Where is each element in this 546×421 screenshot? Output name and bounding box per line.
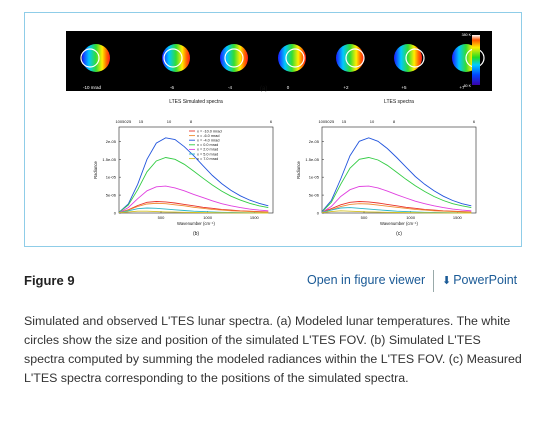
x-tick-label: 1000 <box>406 215 416 220</box>
colorbar <box>472 35 480 85</box>
panel-label: (b) <box>193 231 199 237</box>
moon-disk-fill <box>278 44 306 72</box>
download-icon: ⬇ <box>442 275 452 287</box>
y-tick-label: 1.5e-05 <box>102 157 116 162</box>
fov-circle <box>285 48 305 68</box>
x-axis-label: Wavenumber (cm⁻¹) <box>380 221 418 226</box>
x-tick-label: 1500 <box>250 215 260 220</box>
chart-title: LTES Simulated spectra <box>169 99 223 105</box>
y-tick-label: 2e-05 <box>106 139 117 144</box>
colorbar-top-label: 380 K <box>462 33 472 37</box>
moon-disk <box>80 44 110 72</box>
colorbar-bottom-label: 80 K <box>464 84 472 88</box>
legend-entry: x = -10.0 mrad <box>197 129 222 133</box>
moon-offset-label: +5 <box>401 85 407 90</box>
moon-disk <box>336 44 365 72</box>
figure-caption: Simulated and observed L'TES lunar spect… <box>24 314 522 385</box>
y-axis-label: Radiance <box>296 160 301 178</box>
fov-circle <box>405 48 425 68</box>
panel-label-a: (a) <box>260 86 268 92</box>
moon-offset-label: 0 <box>287 85 290 90</box>
fov-circle <box>163 48 183 68</box>
series-line <box>321 201 472 213</box>
x-tick-label: 500 <box>361 215 368 220</box>
top-axis-tick-label: 10 <box>167 119 172 124</box>
powerpoint-download-link[interactable]: ⬇ PowerPoint <box>442 273 517 287</box>
series-line <box>321 137 472 212</box>
series-line <box>118 210 269 214</box>
moon-disk-fill <box>220 44 248 72</box>
legend-entry: x = -6.0 mrad <box>197 134 219 138</box>
fov-circle <box>224 48 244 68</box>
moon-offset-label: -6 <box>170 85 174 90</box>
top-axis-tick-label: 8 <box>190 119 193 124</box>
x-axis-label: Wavenumber (cm⁻¹) <box>177 221 215 226</box>
series-line <box>118 202 269 214</box>
moon-offset-label: -10 mrad <box>83 85 102 90</box>
moon-disk-fill <box>82 44 110 72</box>
series-line <box>321 185 472 213</box>
legend-entry: x = 2.0 mrad <box>197 148 218 152</box>
moon-disk <box>220 44 248 72</box>
figure-title: Figure 9 <box>24 273 75 288</box>
figure-image[interactable]: -10 mrad -6 -4 0 +2 +5 +7 380 K 80 K (a) LTES … <box>24 12 522 247</box>
top-axis-tick-label: 8 <box>393 119 396 124</box>
moon-disk-fill <box>336 44 364 72</box>
series-line <box>118 157 269 213</box>
top-axis-tick-label: 10050 <box>115 119 127 124</box>
legend-entry: x = 0.0 mrad <box>197 143 218 147</box>
legend-entry: x = 7.0 mrad <box>197 157 218 161</box>
legend-entry: x = -4.0 mrad <box>197 139 219 143</box>
moon-disk <box>394 44 425 72</box>
top-axis-tick-label: 6 <box>270 119 273 124</box>
series-line <box>118 185 269 213</box>
moon-disk <box>278 44 306 72</box>
y-tick-label: 1e-05 <box>309 175 320 180</box>
moon-offset-label: +7 <box>459 85 465 90</box>
y-axis-label: Radiance <box>93 160 98 178</box>
y-tick-label: 5e-06 <box>106 193 117 198</box>
top-axis-tick-label: 25 <box>330 119 335 124</box>
lunar-temperature-strip: -10 mrad -6 -4 0 +2 +5 +7 380 K 80 K <box>66 31 492 91</box>
x-tick-label: 500 <box>158 215 165 220</box>
figure-footer: Figure 9 Open in figure viewer ⬇ PowerPoi… <box>24 268 522 298</box>
moon-disk <box>162 44 190 72</box>
top-axis-tick-label: 25 <box>127 119 132 124</box>
top-axis-tick-label: 10050 <box>318 119 330 124</box>
y-tick-label: 0 <box>114 211 117 216</box>
y-tick-label: 1.5e-05 <box>305 157 319 162</box>
measured-spectra-chart: LTES spectra 10050 25 15 10 8 6 2e-05 1.5e-05 1e-… <box>296 99 477 237</box>
simulated-spectra-chart: LTES Simulated spectra 10050 25 15 10 8 6 2e-05… <box>93 99 274 237</box>
series-line <box>321 203 472 213</box>
legend-entry: x = 5.0 mrad <box>197 152 218 156</box>
top-axis-tick-label: 6 <box>473 119 476 124</box>
panel-label: (c) <box>396 231 402 237</box>
y-tick-label: 5e-06 <box>309 193 320 198</box>
x-tick-label: 1500 <box>453 215 463 220</box>
fov-circle <box>80 48 100 68</box>
moon-disk-fill <box>394 44 422 72</box>
series-line <box>321 210 472 214</box>
top-axis-tick-label: 15 <box>342 119 347 124</box>
moon-disk-fill <box>162 44 190 72</box>
y-tick-label: 1e-05 <box>106 175 117 180</box>
divider <box>433 270 434 292</box>
plot-frame <box>321 126 477 214</box>
powerpoint-label: PowerPoint <box>453 273 518 287</box>
x-tick-label: 1000 <box>203 215 213 220</box>
series-line <box>321 157 472 213</box>
top-axis-tick-label: 10 <box>370 119 375 124</box>
fov-circle <box>345 48 365 68</box>
y-tick-label: 0 <box>317 211 320 216</box>
chart-title: LTES spectra <box>384 99 414 105</box>
open-figure-viewer-link[interactable]: Open in figure viewer <box>307 273 426 287</box>
top-axis-tick-label: 15 <box>139 119 144 124</box>
y-tick-label: 2e-05 <box>309 139 320 144</box>
plot-frame <box>118 126 274 214</box>
moon-offset-label: +2 <box>343 85 349 90</box>
moon-offset-label: -4 <box>228 85 232 90</box>
series-line <box>118 137 269 213</box>
